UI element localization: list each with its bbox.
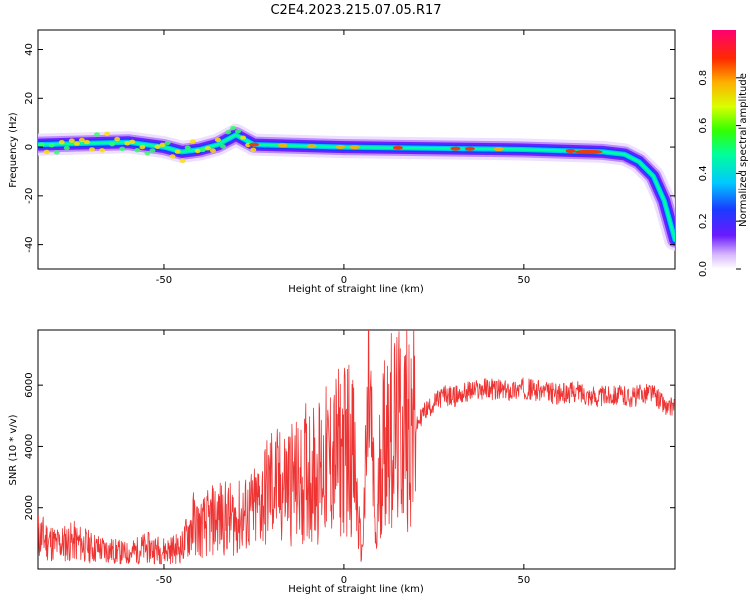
spectrogram-hotspot xyxy=(124,141,131,146)
snr-frame xyxy=(37,329,676,570)
spectrogram-hotspot xyxy=(119,146,126,151)
spectrogram-band-5 xyxy=(38,133,675,241)
spectrogram-hotspot xyxy=(250,147,257,152)
colorbar-tick-label: 0.4 xyxy=(698,165,709,181)
spectrogram-hotspot xyxy=(73,141,80,146)
top-y-ticks: -40 -20 0 20 40 xyxy=(24,43,675,253)
spectrogram-hotspot xyxy=(129,139,136,145)
top-y-tick-label: 20 xyxy=(24,92,35,105)
spectrogram-hotspot xyxy=(248,142,259,147)
spectrogram-ridge xyxy=(38,123,675,251)
spectrogram-hotspot xyxy=(43,149,50,155)
spectrogram-hotspot xyxy=(464,146,475,151)
spectrogram-hotspot xyxy=(48,143,55,148)
spectrogram-hotspot xyxy=(225,129,232,135)
spectrogram-hotspot xyxy=(179,158,186,163)
bottom-y-ticks: 2000 4000 6000 xyxy=(24,372,675,520)
colorbar-label: Normalized spectral amplitude xyxy=(738,73,749,227)
spectrogram-hotspot xyxy=(349,145,360,150)
spectrogram-hotspot xyxy=(149,148,156,153)
spectrogram-hotspot xyxy=(94,132,101,137)
top-y-tick-label: 0 xyxy=(24,144,35,150)
spectrogram-hotspot xyxy=(184,145,191,150)
top-x-tick-label: 50 xyxy=(517,275,530,286)
spectrogram-hotspot xyxy=(164,140,171,146)
bottom-x-tick-label: -50 xyxy=(156,575,172,586)
spectrogram-hotspot xyxy=(99,148,106,153)
spectrogram-hotspot xyxy=(58,140,65,145)
spectrogram-panel: -50 0 50 -40 -20 0 20 40 Height of straight li… xyxy=(8,29,676,295)
spectrogram-hotspot xyxy=(144,150,151,156)
spectrogram-hotspot xyxy=(450,146,461,151)
colorbar-tick-label: 0.6 xyxy=(698,118,709,134)
spectrogram-hotspot xyxy=(574,149,603,155)
snr-series xyxy=(38,330,675,565)
spectrogram-hotspot xyxy=(235,129,242,134)
spectrogram-hotspot xyxy=(493,147,504,152)
spectrogram-hotspot xyxy=(277,143,288,148)
colorbar-tick-label: 0.2 xyxy=(698,213,709,229)
top-x-axis-label: Height of straight line (km) xyxy=(288,284,424,295)
spectrogram-hotspot xyxy=(219,144,226,149)
spectrogram-hotspot xyxy=(68,138,75,143)
spectrogram-hotspot xyxy=(154,144,161,149)
snr-panel: -50 0 50 2000 4000 6000 Height of straight l… xyxy=(8,329,676,595)
spectrogram-hotspot xyxy=(209,148,216,153)
colorbar-gradient xyxy=(712,30,736,269)
bottom-y-tick-label: 6000 xyxy=(24,372,35,397)
top-y-axis-label: Frequency (Hz) xyxy=(8,112,19,188)
spectrogram-hotspot xyxy=(38,142,45,147)
spectrogram-hotspot xyxy=(53,150,60,155)
colorbar-ticks: 0.0 0.2 0.4 0.6 0.8 xyxy=(698,70,741,277)
top-x-ticks: -50 0 50 xyxy=(156,30,530,286)
bottom-y-axis-label: SNR (10 * v/v) xyxy=(8,414,19,485)
bottom-x-tick-label: 0 xyxy=(341,575,347,586)
spectrogram-hotspot xyxy=(104,131,111,137)
bottom-x-tick-label: 50 xyxy=(517,575,530,586)
spectrogram-hotspot xyxy=(335,144,346,149)
top-y-tick-label: -40 xyxy=(24,236,35,252)
bottom-y-tick-label: 4000 xyxy=(24,434,35,459)
spectrogram-hotspot xyxy=(139,144,146,150)
colorbar-tick-label: 0.8 xyxy=(698,70,709,86)
bottom-x-axis-label: Height of straight line (km) xyxy=(288,584,424,595)
spectrogram-hotspot xyxy=(88,147,95,152)
top-x-tick-label: 0 xyxy=(341,275,347,286)
spectrogram-hotspot xyxy=(189,139,196,144)
spectrogram-hotspot xyxy=(214,137,221,143)
figure-title: C2E4.2023.215.07.05.R17 xyxy=(270,3,441,18)
top-y-tick-label: 40 xyxy=(24,43,35,56)
spectrogram-hotspot xyxy=(392,145,403,150)
spectrogram-hotspot xyxy=(240,135,247,140)
spectrogram-hotspot xyxy=(306,144,317,149)
bottom-x-ticks: -50 0 50 xyxy=(156,330,530,586)
spectrogram-hotspot xyxy=(194,148,201,154)
top-x-tick-label: -50 xyxy=(156,275,172,286)
spectrogram-hotspot xyxy=(204,146,211,151)
spectrogram-hotspot xyxy=(169,154,176,159)
snr-line xyxy=(38,330,675,565)
spectrogram-hotspot xyxy=(63,145,70,151)
spectrogram-hotspot xyxy=(230,125,237,131)
spectrogram-hotspot xyxy=(159,142,166,148)
spectrogram-hotspot xyxy=(114,136,121,142)
spectrogram-hotspot xyxy=(565,148,576,153)
bottom-y-tick-label: 2000 xyxy=(24,495,35,520)
spectrogram-hotspot xyxy=(134,148,141,153)
colorbar-tick-label: 0.0 xyxy=(698,261,709,277)
spectrogram-hotspot xyxy=(174,149,181,154)
spectrogram-hotspot xyxy=(83,139,90,145)
top-y-tick-label: -20 xyxy=(24,188,35,204)
colorbar: 0.0 0.2 0.4 0.6 0.8 Normalized spectral ampl… xyxy=(698,30,749,277)
spectrogram-hotspot xyxy=(78,137,85,143)
spectrogram-hotspot xyxy=(109,141,116,147)
spectrogram-hotspot xyxy=(199,147,206,153)
